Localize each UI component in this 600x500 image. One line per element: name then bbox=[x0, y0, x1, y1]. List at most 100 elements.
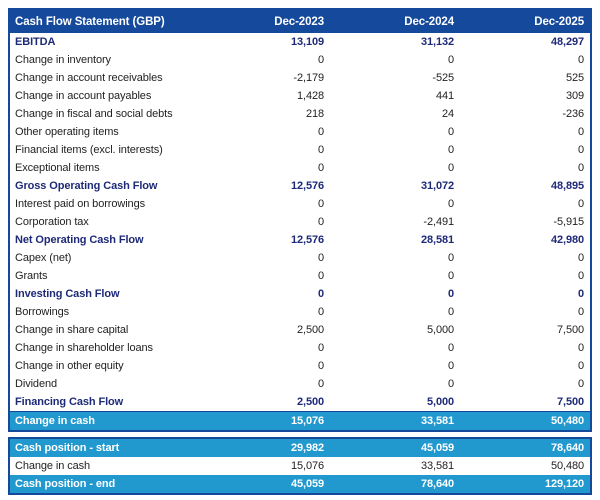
row-label: Change in other equity bbox=[15, 360, 124, 372]
cell-value: 2,500 bbox=[296, 324, 324, 336]
table-row: Change in inventory 0 0 0 bbox=[10, 51, 590, 69]
cell-value: 0 bbox=[447, 306, 454, 318]
table-row: Cash position - start 29,982 45,059 78,640 bbox=[10, 439, 590, 457]
table-row: Change in account payables 1,428 441 309 bbox=[10, 87, 590, 105]
table-row: Change in cash 15,076 33,581 50,480 bbox=[10, 457, 590, 475]
row-label: Change in cash bbox=[15, 460, 91, 472]
row-label: Corporation tax bbox=[15, 216, 89, 228]
column-header-dec-2025: Dec-2025 bbox=[534, 15, 584, 28]
table-row: Change in cash 15,076 33,581 50,480 bbox=[10, 411, 590, 430]
table-row: Interest paid on borrowings 0 0 0 bbox=[10, 195, 590, 213]
cell-value: 0 bbox=[317, 126, 324, 138]
row-label: Change in share capital bbox=[15, 324, 129, 336]
cell-value: 0 bbox=[577, 342, 584, 354]
cell-value: 5,000 bbox=[426, 324, 454, 336]
table-row: Change in other equity 0 0 0 bbox=[10, 357, 590, 375]
table-row: Cash position - end 45,059 78,640 129,120 bbox=[10, 475, 590, 493]
table-row: Investing Cash Flow 0 0 0 bbox=[10, 285, 590, 303]
cell-value: 50,480 bbox=[550, 415, 584, 427]
table-row: Corporation tax 0 -2,491 -5,915 bbox=[10, 213, 590, 231]
cell-value: 129,120 bbox=[544, 478, 584, 490]
cell-value: 0 bbox=[447, 198, 454, 210]
table-row: Change in fiscal and social debts 218 24 -2… bbox=[10, 105, 590, 123]
cell-value: 78,640 bbox=[550, 442, 584, 454]
cell-value: 0 bbox=[317, 198, 324, 210]
cell-value: 0 bbox=[577, 144, 584, 156]
cell-value: 309 bbox=[565, 90, 584, 102]
row-label: Net Operating Cash Flow bbox=[15, 234, 144, 246]
cell-value: 13,109 bbox=[290, 36, 324, 48]
cell-value: 48,297 bbox=[550, 36, 584, 48]
row-label: Other operating items bbox=[15, 126, 119, 138]
cell-value: 0 bbox=[317, 306, 324, 318]
table-row: Net Operating Cash Flow 12,576 28,581 42,98… bbox=[10, 231, 590, 249]
cell-value: 0 bbox=[577, 162, 584, 174]
cell-value: 7,500 bbox=[556, 324, 584, 336]
cell-value: 0 bbox=[317, 288, 324, 300]
table-row: Change in account receivables -2,179 -525 5… bbox=[10, 69, 590, 87]
cell-value: 0 bbox=[317, 252, 324, 264]
cell-value: 441 bbox=[435, 90, 454, 102]
cell-value: 0 bbox=[447, 144, 454, 156]
cell-value: 78,640 bbox=[420, 478, 454, 490]
cell-value: 29,982 bbox=[290, 442, 324, 454]
column-header-dec-2023: Dec-2023 bbox=[274, 15, 324, 28]
cell-value: 0 bbox=[447, 288, 454, 300]
cell-value: 0 bbox=[577, 306, 584, 318]
cash-position-table: Cash position - start 29,982 45,059 78,640 C… bbox=[8, 437, 592, 495]
table-header-row: Cash Flow Statement (GBP) Dec-2023 Dec-2… bbox=[10, 10, 590, 33]
cell-value: 0 bbox=[577, 54, 584, 66]
table-row: Financial items (excl. interests) 0 0 0 bbox=[10, 141, 590, 159]
cell-value: 48,895 bbox=[550, 180, 584, 192]
table-row: Change in shareholder loans 0 0 0 bbox=[10, 339, 590, 357]
table-row: Other operating items 0 0 0 bbox=[10, 123, 590, 141]
cell-value: 0 bbox=[317, 378, 324, 390]
cell-value: -5,915 bbox=[553, 216, 584, 228]
cell-value: -2,491 bbox=[423, 216, 454, 228]
cell-value: 0 bbox=[317, 216, 324, 228]
row-label: Gross Operating Cash Flow bbox=[15, 180, 158, 192]
cell-value: 45,059 bbox=[420, 442, 454, 454]
row-label: Change in account receivables bbox=[15, 72, 163, 84]
cell-value: 0 bbox=[447, 342, 454, 354]
cell-value: 24 bbox=[441, 108, 454, 120]
cell-value: 33,581 bbox=[420, 460, 454, 472]
row-label: Change in fiscal and social debts bbox=[15, 108, 173, 120]
row-label: Exceptional items bbox=[15, 162, 100, 174]
row-label: Financial items (excl. interests) bbox=[15, 144, 163, 156]
cell-value: 0 bbox=[447, 360, 454, 372]
cell-value: 15,076 bbox=[290, 415, 324, 427]
cell-value: 218 bbox=[305, 108, 324, 120]
row-label: Cash position - end bbox=[15, 478, 116, 490]
row-label: Financing Cash Flow bbox=[15, 396, 124, 408]
cell-value: -2,179 bbox=[293, 72, 324, 84]
cell-value: 0 bbox=[577, 126, 584, 138]
cell-value: 0 bbox=[447, 54, 454, 66]
cell-value: 12,576 bbox=[290, 180, 324, 192]
cell-value: 0 bbox=[317, 54, 324, 66]
table-row: Borrowings 0 0 0 bbox=[10, 303, 590, 321]
cash-flow-statement: Cash Flow Statement (GBP) Dec-2023 Dec-2… bbox=[8, 8, 592, 495]
cell-value: -525 bbox=[432, 72, 454, 84]
column-header-dec-2024: Dec-2024 bbox=[404, 15, 454, 28]
table-row: Change in share capital 2,500 5,000 7,500 bbox=[10, 321, 590, 339]
table-row: EBITDA 13,109 31,132 48,297 bbox=[10, 33, 590, 51]
cell-value: -236 bbox=[562, 108, 584, 120]
cell-value: 28,581 bbox=[420, 234, 454, 246]
table-title: Cash Flow Statement (GBP) bbox=[15, 15, 165, 28]
cell-value: 45,059 bbox=[290, 478, 324, 490]
cell-value: 0 bbox=[447, 378, 454, 390]
table-row: Dividend 0 0 0 bbox=[10, 375, 590, 393]
cell-value: 31,072 bbox=[420, 180, 454, 192]
summary-table-body: Cash position - start 29,982 45,059 78,640 C… bbox=[10, 439, 590, 493]
cell-value: 42,980 bbox=[550, 234, 584, 246]
cell-value: 50,480 bbox=[550, 460, 584, 472]
cash-flow-table: Cash Flow Statement (GBP) Dec-2023 Dec-2… bbox=[8, 8, 592, 432]
table-row: Financing Cash Flow 2,500 5,000 7,500 bbox=[10, 393, 590, 411]
cell-value: 0 bbox=[577, 360, 584, 372]
row-label: EBITDA bbox=[15, 36, 56, 48]
row-label: Change in account payables bbox=[15, 90, 152, 102]
cell-value: 33,581 bbox=[420, 415, 454, 427]
cell-value: 0 bbox=[447, 270, 454, 282]
cell-value: 31,132 bbox=[420, 36, 454, 48]
